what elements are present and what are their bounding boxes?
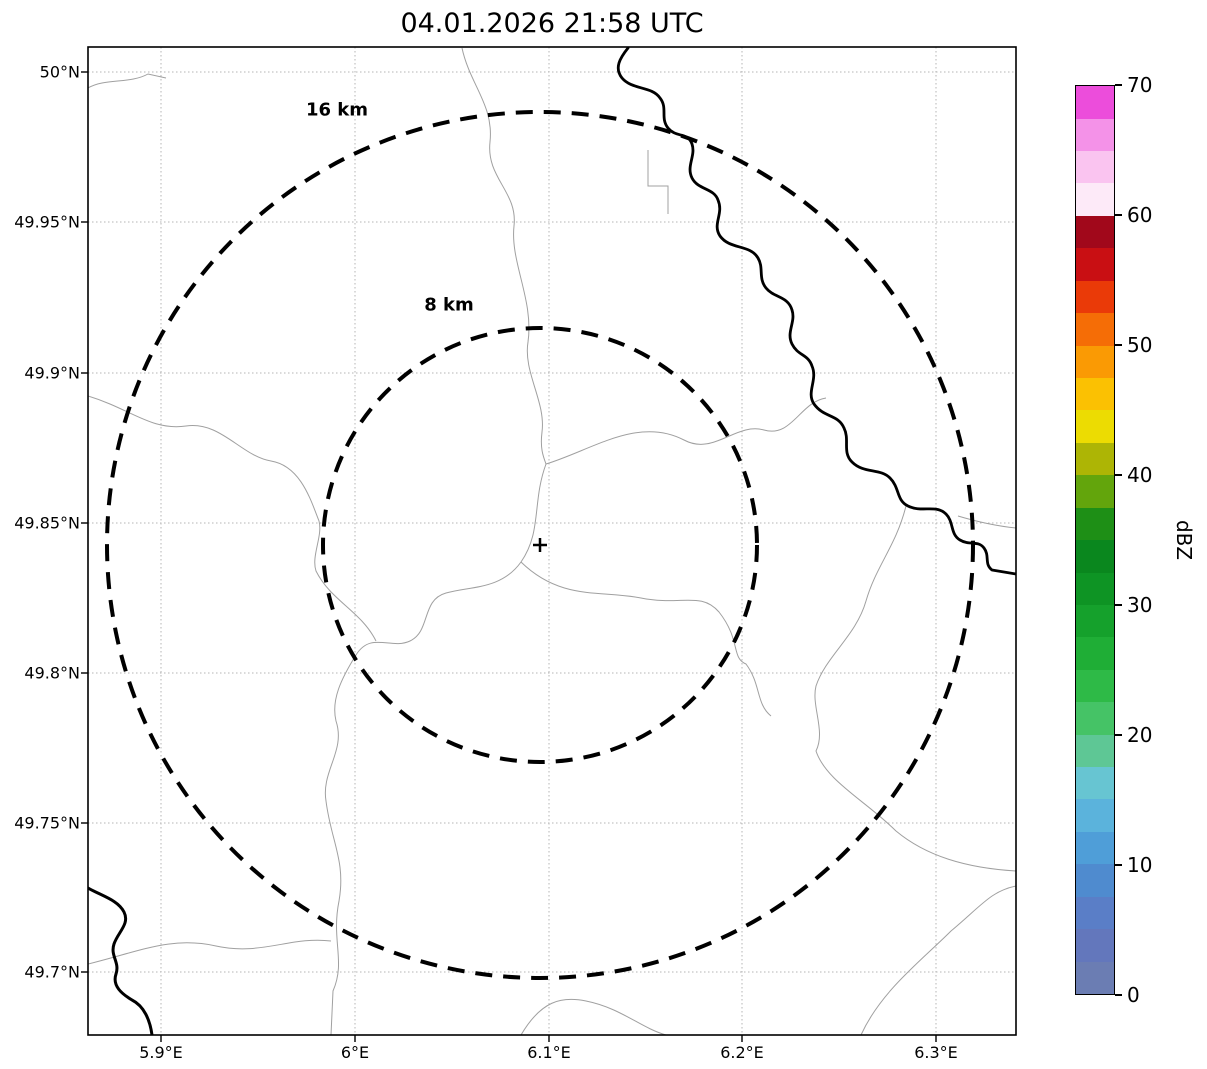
colorbar-tick bbox=[1115, 84, 1122, 86]
y-tick-label: 49.8°N bbox=[24, 663, 80, 683]
y-tick-label: 50°N bbox=[39, 62, 80, 82]
boundary-line bbox=[545, 397, 827, 465]
colorbar-gradient bbox=[1076, 86, 1114, 994]
boundary-line bbox=[88, 395, 377, 642]
colorbar-segment bbox=[1076, 799, 1114, 832]
colorbar-segment bbox=[1076, 702, 1114, 735]
colorbar-segment bbox=[1076, 604, 1114, 638]
graticule-grid bbox=[88, 47, 1016, 1035]
colorbar-segment bbox=[1076, 442, 1114, 476]
range-rings bbox=[105, 110, 975, 980]
colorbar-segment bbox=[1076, 118, 1114, 152]
colorbar-tick-label: 10 bbox=[1127, 853, 1153, 877]
x-tick-label: 6.3°E bbox=[914, 1043, 958, 1062]
colorbar-tick-label: 30 bbox=[1127, 593, 1153, 617]
boundary-line bbox=[324, 463, 547, 1035]
boundary-line bbox=[860, 885, 1016, 1035]
range-ring-16km bbox=[105, 110, 975, 980]
colorbar bbox=[1075, 85, 1115, 995]
boundary-line bbox=[88, 939, 332, 965]
x-tick-label: 6°E bbox=[340, 1043, 370, 1062]
colorbar-segment bbox=[1076, 151, 1114, 184]
y-tick-label: 49.75°N bbox=[14, 813, 80, 833]
admin-boundaries bbox=[88, 47, 1016, 1035]
colorbar-segment bbox=[1076, 507, 1114, 541]
colorbar-tick bbox=[1115, 994, 1122, 996]
radar-site-marker bbox=[533, 538, 547, 552]
boundary-line bbox=[88, 73, 167, 89]
range-ring-label-8km: 8 km bbox=[424, 294, 474, 316]
colorbar-segment bbox=[1076, 961, 1114, 994]
colorbar-tick-label: 40 bbox=[1127, 463, 1153, 487]
plot-border bbox=[87, 46, 1017, 1036]
colorbar-tick bbox=[1115, 864, 1122, 866]
colorbar-segment bbox=[1076, 540, 1114, 573]
river-line bbox=[616, 47, 1016, 576]
colorbar-segment bbox=[1076, 86, 1114, 119]
colorbar-segment bbox=[1076, 248, 1114, 281]
river-line-segment bbox=[88, 886, 154, 1035]
boundary-line bbox=[461, 47, 547, 465]
range-ring-label-16km: 16 km bbox=[305, 99, 369, 121]
colorbar-segment bbox=[1076, 377, 1114, 411]
colorbar-segment bbox=[1076, 475, 1114, 508]
x-tick-label: 5.9°E bbox=[139, 1043, 183, 1062]
x-tick-label: 6.2°E bbox=[720, 1043, 764, 1062]
x-tick-label: 6.1°E bbox=[527, 1043, 571, 1062]
colorbar-segment bbox=[1076, 410, 1114, 443]
colorbar-segment bbox=[1076, 896, 1114, 930]
colorbar-tick bbox=[1115, 214, 1122, 216]
colorbar-tick bbox=[1115, 344, 1122, 346]
colorbar-tick-label: 0 bbox=[1127, 983, 1140, 1007]
y-tick-label: 49.85°N bbox=[14, 513, 80, 533]
colorbar-segment bbox=[1076, 864, 1114, 897]
range-ring-8km bbox=[321, 326, 759, 764]
colorbar-tick bbox=[1115, 734, 1122, 736]
colorbar-tick-label: 50 bbox=[1127, 333, 1153, 357]
boundary-line bbox=[814, 505, 1016, 872]
colorbar-segment bbox=[1076, 572, 1114, 605]
colorbar-segment bbox=[1076, 183, 1114, 216]
boundary-line bbox=[957, 515, 1016, 529]
colorbar-segment bbox=[1076, 313, 1114, 346]
colorbar-axis-label: dBZ bbox=[1172, 519, 1196, 561]
y-tick-label: 49.7°N bbox=[24, 962, 80, 982]
colorbar-segment bbox=[1076, 345, 1114, 378]
boundary-line bbox=[520, 561, 772, 717]
colorbar-segment bbox=[1076, 831, 1114, 865]
boundary-line bbox=[520, 998, 667, 1035]
colorbar-segment bbox=[1076, 637, 1114, 670]
axis-tick-marks bbox=[81, 71, 937, 1042]
colorbar-tick-label: 70 bbox=[1127, 73, 1153, 97]
river bbox=[88, 47, 1016, 1035]
colorbar-tick-label: 20 bbox=[1127, 723, 1153, 747]
colorbar-segment bbox=[1076, 215, 1114, 249]
colorbar-tick-label: 60 bbox=[1127, 203, 1153, 227]
colorbar-tick bbox=[1115, 604, 1122, 606]
boundary-line bbox=[647, 150, 669, 214]
y-tick-label: 49.95°N bbox=[14, 212, 80, 232]
colorbar-tick bbox=[1115, 474, 1122, 476]
plot-title: 04.01.2026 21:58 UTC bbox=[400, 8, 704, 39]
colorbar-segment bbox=[1076, 929, 1114, 962]
y-tick-label: 49.9°N bbox=[24, 363, 80, 383]
colorbar-segment bbox=[1076, 669, 1114, 703]
colorbar-segment bbox=[1076, 734, 1114, 768]
colorbar-segment bbox=[1076, 767, 1114, 800]
colorbar-segment bbox=[1076, 280, 1114, 314]
